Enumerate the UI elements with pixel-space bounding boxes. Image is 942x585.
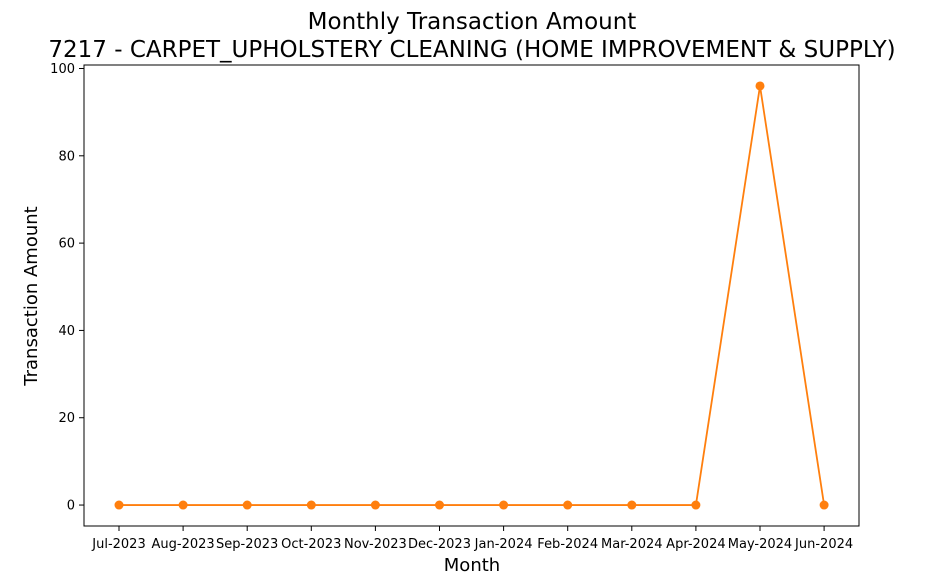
series-line: [119, 85, 825, 506]
y-tick-label: 100: [50, 62, 75, 77]
x-axis-label: Month: [444, 555, 500, 576]
y-tick-label: 0: [67, 499, 75, 514]
y-tick-label: 60: [58, 237, 75, 252]
y-tick-label: 20: [58, 411, 75, 426]
x-tick-label: Mar-2024: [601, 537, 662, 552]
data-point: [563, 500, 573, 510]
x-tick-label: Jan-2024: [474, 537, 533, 552]
y-axis: 0 20 40 60 80 100: [50, 62, 84, 514]
data-point: [499, 500, 509, 510]
x-tick-label: Nov-2023: [344, 537, 407, 552]
x-tick-label: Feb-2024: [537, 537, 598, 552]
chart-title: Monthly Transaction Amount: [308, 9, 637, 35]
data-point: [819, 500, 829, 510]
x-tick-label: Jul-2023: [91, 537, 145, 552]
data-point: [370, 500, 380, 510]
data-point: [242, 500, 252, 510]
x-axis: Jul-2023 Aug-2023 Sep-2023 Oct-2023 Nov-2023…: [91, 526, 853, 552]
data-point: [178, 500, 188, 510]
y-tick-label: 80: [58, 149, 75, 164]
chart-subtitle: 7217 - CARPET_UPHOLSTERY CLEANING (HOME …: [48, 37, 895, 63]
plot-area: [114, 81, 829, 510]
plot-frame: [83, 64, 860, 527]
y-tick-label: 40: [58, 324, 75, 339]
x-tick-label: Apr-2024: [666, 537, 725, 552]
x-tick-label: Aug-2023: [152, 537, 215, 552]
x-tick-label: Dec-2023: [408, 537, 471, 552]
y-axis-label: Transaction Amount: [21, 206, 42, 386]
data-point: [114, 500, 124, 510]
data-point: [691, 500, 701, 510]
data-point: [755, 81, 765, 91]
x-tick-label: Oct-2023: [281, 537, 341, 552]
x-tick-label: Jun-2024: [794, 537, 853, 552]
data-point: [627, 500, 637, 510]
data-point: [435, 500, 444, 510]
x-tick-label: May-2024: [728, 537, 792, 552]
data-point: [306, 500, 316, 510]
x-tick-label: Sep-2023: [216, 537, 278, 552]
